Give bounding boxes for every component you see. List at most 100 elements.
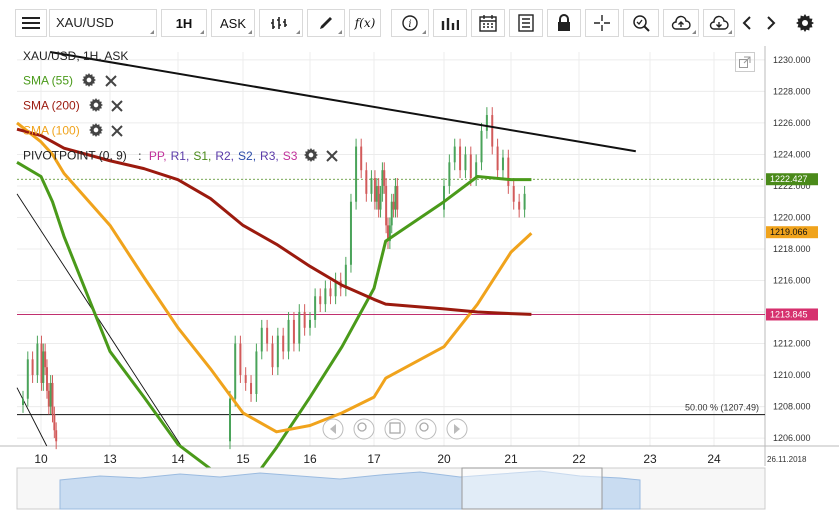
x-tick-label: 23: [643, 452, 657, 466]
candle-body: [282, 335, 285, 352]
expand-icon: [739, 56, 751, 68]
legend-pivot-item: R1,: [170, 148, 190, 163]
volume-button[interactable]: [433, 9, 467, 37]
info-button[interactable]: i: [391, 9, 429, 37]
legend-sma200: SMA (200): [23, 98, 124, 115]
candle-body: [271, 343, 274, 368]
y-tick-label: 1228.000: [773, 86, 811, 96]
function-button[interactable]: f(x): [349, 9, 381, 37]
candle-body: [298, 312, 301, 344]
x-tick-label: 24: [707, 452, 721, 466]
candle-body: [501, 157, 504, 171]
candle-body: [396, 185, 399, 210]
document-icon: [518, 14, 534, 32]
fullscreen-button[interactable]: [735, 52, 755, 72]
calendar-button[interactable]: [471, 9, 505, 37]
lock-button[interactable]: [547, 9, 581, 37]
legend-pivot-item: S2,: [238, 148, 257, 163]
legend-pivot-item: S3: [282, 148, 298, 163]
navigator-window: [461, 467, 603, 510]
candle-body: [496, 146, 499, 171]
symbol-input[interactable]: XAU/USD: [49, 9, 157, 37]
draw-tool-button[interactable]: [307, 9, 345, 37]
candle-body: [377, 185, 380, 210]
function-icon: f(x): [354, 16, 376, 30]
candle-body: [507, 157, 510, 186]
candle-body: [459, 146, 462, 171]
candle-body: [292, 319, 295, 344]
candle-body: [26, 359, 29, 399]
legend-sma100: SMA (100): [23, 123, 124, 140]
y-tick-label: 1222.000: [773, 181, 811, 191]
legend-pivot-item: PP,: [148, 148, 167, 163]
menu-button[interactable]: [15, 9, 47, 37]
upload-button[interactable]: [663, 9, 699, 37]
candle-body: [344, 264, 347, 289]
y-tick-label: 1206.000: [773, 433, 811, 443]
close-icon[interactable]: [111, 100, 124, 112]
gear-icon[interactable]: [89, 98, 104, 112]
close-icon[interactable]: [104, 75, 117, 87]
crosshair-button[interactable]: [585, 9, 619, 37]
candle-body: [314, 296, 317, 320]
candle-body: [234, 343, 237, 399]
legend-pivot-sep: :: [138, 148, 142, 163]
candle-body: [53, 414, 56, 431]
legend-pivot: PIVOTPOINT (0, 9) : PP, R1, S1, R2, S2, R3, S3: [23, 148, 338, 165]
candle-body: [42, 351, 45, 383]
chart-area[interactable]: 50.00 % (1207.49) 1230.000 1228.000 1226.00…: [0, 46, 839, 511]
candle-body: [373, 178, 376, 202]
x-tick-label: 21: [504, 452, 518, 466]
x-tick-label: 13: [103, 452, 117, 466]
y-tick-label: 1208.000: [773, 402, 811, 412]
timeframe-dropdown[interactable]: 1H: [161, 9, 207, 37]
download-button[interactable]: [703, 9, 735, 37]
candle-body: [365, 170, 368, 194]
series-line-200: [16, 127, 532, 316]
price-side-dropdown[interactable]: ASK: [211, 9, 255, 37]
candle-body: [287, 319, 290, 352]
candle-body: [512, 185, 515, 202]
chevron-right-icon: [454, 424, 460, 434]
price-label: 1213.845: [770, 309, 808, 319]
candle-body: [518, 201, 521, 210]
candle-body: [334, 280, 337, 297]
x-tick-label: 17: [367, 452, 381, 466]
fib-level-label: 50.00 % (1207.49): [685, 403, 759, 413]
gear-icon[interactable]: [89, 123, 104, 137]
scroll-left-button[interactable]: [735, 9, 759, 37]
price-chart[interactable]: 50.00 % (1207.49) 1230.000 1228.000 1226.00…: [0, 46, 839, 511]
y-tick-label: 1218.000: [773, 244, 811, 254]
candle-body: [45, 367, 48, 391]
settings-button[interactable]: [790, 9, 820, 37]
candle-body: [49, 382, 52, 407]
volume-icon: [441, 18, 459, 30]
document-button[interactable]: [509, 9, 543, 37]
legend-pivot-label: PIVOTPOINT (0, 9): [23, 148, 127, 163]
date-label: 26.11.2018: [767, 455, 807, 464]
close-icon[interactable]: [111, 125, 124, 137]
candle-body: [383, 170, 386, 186]
gear-icon[interactable]: [82, 73, 97, 87]
candle-body: [388, 225, 391, 242]
candle-body: [47, 390, 50, 407]
candle-body: [276, 335, 279, 368]
chart-type-button[interactable]: [259, 9, 303, 37]
close-icon[interactable]: [326, 150, 338, 162]
candle-body: [250, 382, 253, 394]
chart-control-zoom-in: [415, 418, 437, 440]
price-label-box: [766, 226, 818, 239]
candle-body: [480, 130, 483, 163]
candle-body: [51, 382, 54, 415]
chart-title: XAU/USD, 1H, ASK: [23, 49, 129, 63]
candle-body: [239, 343, 242, 376]
candle-body: [523, 193, 526, 210]
candle-body: [255, 351, 258, 394]
gear-icon[interactable]: [303, 148, 318, 162]
chevron-left-icon: [742, 16, 751, 30]
scroll-right-button[interactable]: [759, 9, 783, 37]
candle-body: [31, 359, 34, 376]
candle-body: [309, 319, 311, 328]
zoom-button[interactable]: [623, 9, 659, 37]
chart-control-zoom-out: [353, 418, 375, 440]
